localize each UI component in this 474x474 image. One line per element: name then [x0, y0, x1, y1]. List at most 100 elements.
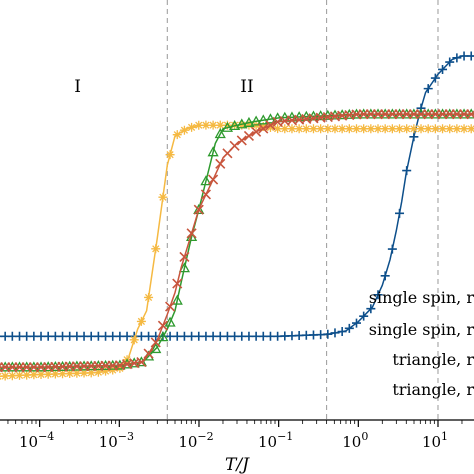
series-4-point-38 [258, 123, 269, 134]
series-2-point-24 [158, 192, 168, 202]
series-4-point-67 [466, 109, 474, 120]
series-3-point-34 [229, 119, 241, 131]
series-1-point-65 [452, 53, 462, 63]
series-3-point-31 [207, 146, 219, 157]
series-2-point-40 [273, 124, 283, 134]
series-1-point-50 [344, 323, 354, 333]
series-4-point-26 [172, 278, 183, 289]
x-axis-label: T/J [225, 455, 250, 474]
series-3-point-30 [200, 175, 212, 186]
series-3-point-37 [250, 115, 262, 126]
series-4-point-6 [28, 362, 39, 373]
series-4-point-29 [193, 204, 204, 215]
series-1-point-59 [409, 132, 419, 142]
series-2-point-42 [287, 124, 297, 134]
series-1-point-63 [438, 64, 448, 74]
series-2-point-15 [93, 367, 103, 377]
series-2-point-13 [79, 368, 89, 378]
series-2-point-67 [466, 124, 474, 134]
series-2-point-38 [258, 121, 268, 131]
series-2-point-30 [201, 120, 211, 130]
series-4-point-35 [236, 135, 247, 146]
series-4-point-58 [401, 109, 412, 120]
series-2-point-65 [452, 124, 462, 134]
series-4-point-2 [0, 362, 11, 373]
series-1-point-51 [352, 318, 361, 328]
series-1-point-60 [416, 103, 426, 113]
series-4-point-4 [14, 362, 25, 373]
series-4-point-66 [458, 109, 470, 120]
series-1-point-57 [395, 208, 405, 218]
series-3-point-25 [164, 316, 176, 327]
series-4-point-23 [150, 337, 161, 348]
series-2-point-47 [323, 124, 333, 134]
series-2-point-8 [43, 369, 53, 379]
series-2-point-25 [165, 150, 175, 160]
series-1-point-67 [466, 51, 474, 61]
series-3-point-24 [157, 331, 169, 342]
series-2-point-23 [151, 244, 161, 254]
series-3-point-38 [257, 114, 269, 125]
series-2-point-59 [409, 124, 419, 134]
series-2-point-27 [179, 125, 189, 135]
series-1-point-52 [359, 311, 369, 321]
series-2-point-48 [330, 124, 340, 134]
series-4-point-30 [200, 189, 211, 200]
series-4 [0, 109, 474, 373]
data-series [0, 51, 474, 381]
legend-entry-2: single spin, r [369, 320, 474, 339]
series-2-point-63 [438, 124, 448, 134]
series-2-point-2 [0, 371, 10, 381]
series-1-point-53 [366, 304, 376, 314]
series-1-point-49 [337, 327, 347, 337]
region-labels: I II [74, 77, 253, 97]
series-4-point-5 [21, 362, 32, 373]
series-2-point-55 [380, 124, 390, 134]
series-3-point-33 [221, 121, 234, 132]
series-2-point-46 [316, 124, 326, 134]
series-4-point-34 [229, 140, 240, 151]
legend-entry-4: triangle, r [392, 380, 474, 399]
series-2-point-3 [7, 371, 17, 381]
series-4-point-37 [251, 126, 262, 137]
series-4-point-56 [387, 109, 398, 120]
series-2-point-35 [237, 120, 247, 130]
series-4-point-53 [365, 109, 376, 120]
series-2-point-14 [86, 368, 96, 378]
region-divider-lines [166, 0, 439, 420]
series-4-point-63 [437, 109, 448, 120]
series-3-point-27 [178, 262, 191, 273]
series-1-point-64 [445, 57, 455, 67]
series-2-point-17 [108, 365, 118, 375]
series-4-point-24 [157, 320, 168, 331]
series-4-point-59 [408, 109, 419, 120]
series-2-point-58 [402, 124, 412, 134]
series-2-point-53 [366, 124, 376, 134]
series-2-point-29 [194, 120, 204, 130]
x-tick-label-3: 10−2 [178, 430, 213, 451]
series-1-point-47 [323, 329, 333, 339]
series-2-point-7 [36, 369, 46, 379]
region-label-2: II [240, 77, 253, 97]
series-2-point-5 [22, 370, 32, 380]
series-4-point-55 [380, 109, 391, 120]
series-2-point-52 [359, 124, 369, 134]
series-2-point-36 [244, 120, 254, 130]
series-4-point-60 [415, 109, 427, 120]
series-1-point-48 [330, 328, 340, 338]
series-2-point-60 [416, 124, 426, 134]
series-2-point-64 [445, 124, 455, 134]
series-2-point-44 [301, 124, 311, 134]
legend-entry-1: single spin, r [369, 288, 474, 307]
series-2-point-45 [308, 124, 318, 134]
series-2-point-39 [265, 123, 275, 133]
series-1-point-56 [387, 244, 397, 254]
x-tick-label-6: 101 [422, 430, 448, 451]
series-1-point-58 [402, 166, 412, 176]
series-2-point-10 [58, 369, 68, 379]
series-2-point-43 [294, 124, 304, 134]
series-2-point-66 [459, 124, 469, 134]
series-2-point-61 [423, 124, 433, 134]
series-2-point-20 [129, 335, 139, 345]
